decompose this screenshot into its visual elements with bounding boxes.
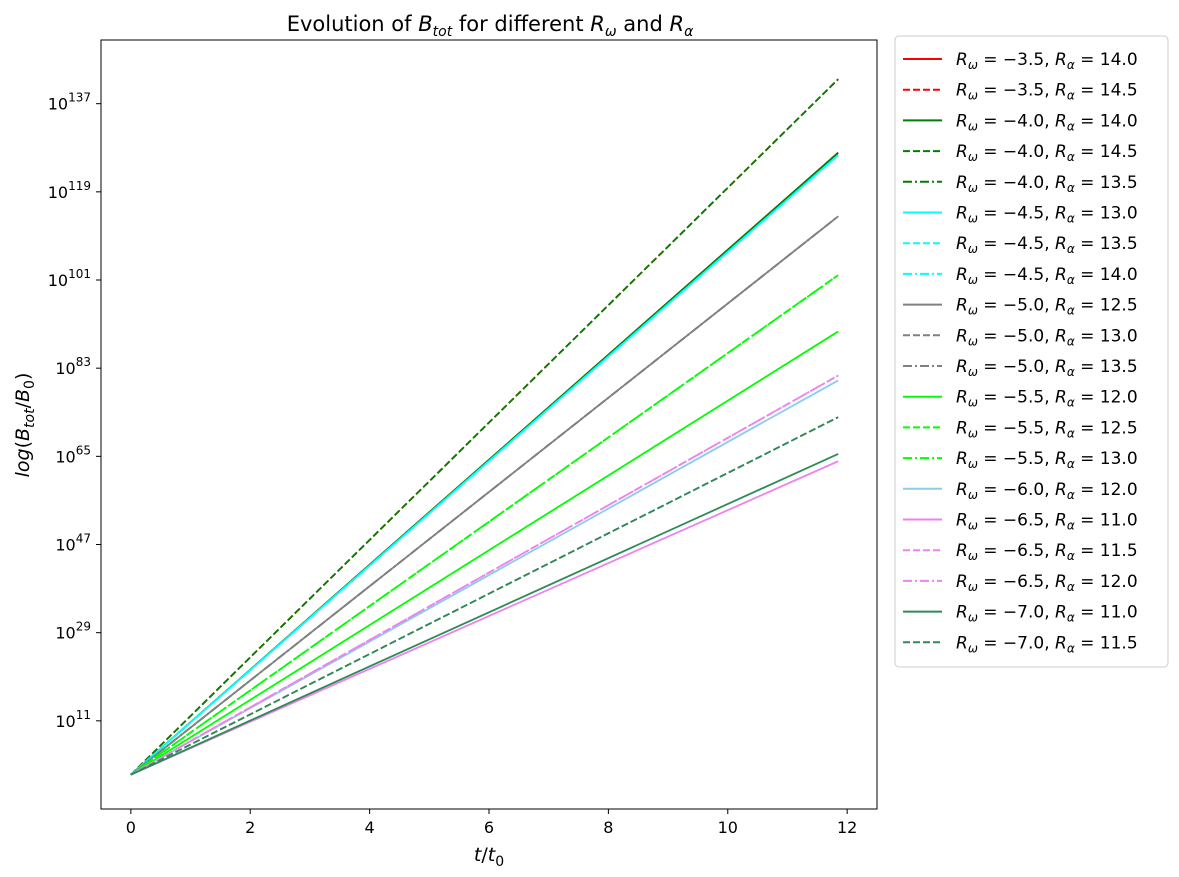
x-tick-label: 12 (837, 818, 857, 837)
legend-label-4: Rω = −4.0, Rα = 14.5 (956, 142, 1138, 164)
series-line-20 (130, 416, 839, 776)
legend-label-13: Rω = −5.5, Rα = 12.5 (956, 418, 1138, 440)
series-line-19 (130, 453, 839, 776)
x-tick-label: 10 (718, 818, 738, 837)
legend-label-1: Rω = −3.5, Rα = 14.0 (956, 50, 1138, 72)
legend-label-18: Rω = −6.5, Rα = 12.0 (956, 572, 1138, 594)
y-axis-label: log(Btot/B0) (12, 373, 38, 478)
y-tick-label: 1083 (55, 355, 91, 378)
series-line-8 (130, 154, 839, 776)
series-line-11 (130, 215, 839, 776)
legend-label-12: Rω = −5.5, Rα = 12.0 (956, 388, 1138, 410)
chart-title: Evolution of Btot for different Rω and R… (287, 12, 694, 40)
legend-label-10: Rω = −5.0, Rα = 13.0 (956, 326, 1138, 348)
plot-area: 0 2 4 6 8 10 12 1011 1029 1047 1065 1083 10101 10119… (48, 39, 878, 837)
series-line-4 (130, 78, 839, 776)
legend-label-2: Rω = −3.5, Rα = 14.5 (956, 81, 1138, 103)
x-tick-label: 6 (484, 818, 494, 837)
series-line-18 (130, 374, 839, 776)
legend-label-3: Rω = −4.0, Rα = 14.0 (956, 111, 1138, 133)
series-line-12 (130, 330, 839, 776)
legend-frame (894, 35, 1169, 668)
series-layer (130, 78, 839, 776)
y-tick-label: 1065 (55, 443, 91, 466)
legend-label-16: Rω = −6.5, Rα = 11.0 (956, 511, 1138, 533)
y-tick-label: 10101 (48, 267, 91, 290)
y-tick-label: 10137 (48, 91, 91, 114)
y-tick-label: 10119 (48, 179, 91, 202)
legend-label-14: Rω = −5.5, Rα = 13.0 (956, 449, 1138, 471)
legend-label-5: Rω = −4.0, Rα = 13.5 (956, 173, 1138, 195)
legend: Rω = −3.5, Rα = 14.0 Rω = −3.5, Rα = 14.5… (894, 35, 1169, 668)
legend-label-20: Rω = −7.0, Rα = 11.5 (956, 633, 1138, 655)
x-tick-label: 4 (365, 818, 375, 837)
series-line-14 (130, 274, 839, 776)
legend-label-19: Rω = −7.0, Rα = 11.0 (956, 603, 1138, 625)
legend-label-8: Rω = −4.5, Rα = 14.0 (956, 265, 1138, 287)
x-axis-label: t/t0 (474, 844, 504, 870)
y-tick-label: 1011 (55, 708, 91, 731)
legend-label-11: Rω = −5.0, Rα = 13.5 (956, 357, 1138, 379)
legend-label-9: Rω = −5.0, Rα = 12.5 (956, 296, 1138, 318)
legend-items: Rω = −3.5, Rα = 14.0 Rω = −3.5, Rα = 14.5… (903, 50, 1138, 655)
x-tick-label: 2 (245, 818, 255, 837)
x-tick-label: 0 (126, 818, 136, 837)
y-tick-label: 1047 (55, 532, 91, 555)
legend-label-7: Rω = −4.5, Rα = 13.5 (956, 234, 1138, 256)
y-tick-label: 1029 (55, 620, 91, 643)
x-tick-label: 8 (603, 818, 613, 837)
legend-label-6: Rω = −4.5, Rα = 13.0 (956, 204, 1138, 226)
y-axis-ticks: 1011 1029 1047 1065 1083 10101 10119 10137 (48, 91, 101, 731)
legend-label-17: Rω = −6.5, Rα = 11.5 (956, 541, 1138, 563)
series-line-16 (130, 460, 839, 776)
legend-label-15: Rω = −6.0, Rα = 12.0 (956, 480, 1138, 502)
x-axis-ticks: 0 2 4 6 8 10 12 (126, 809, 857, 837)
